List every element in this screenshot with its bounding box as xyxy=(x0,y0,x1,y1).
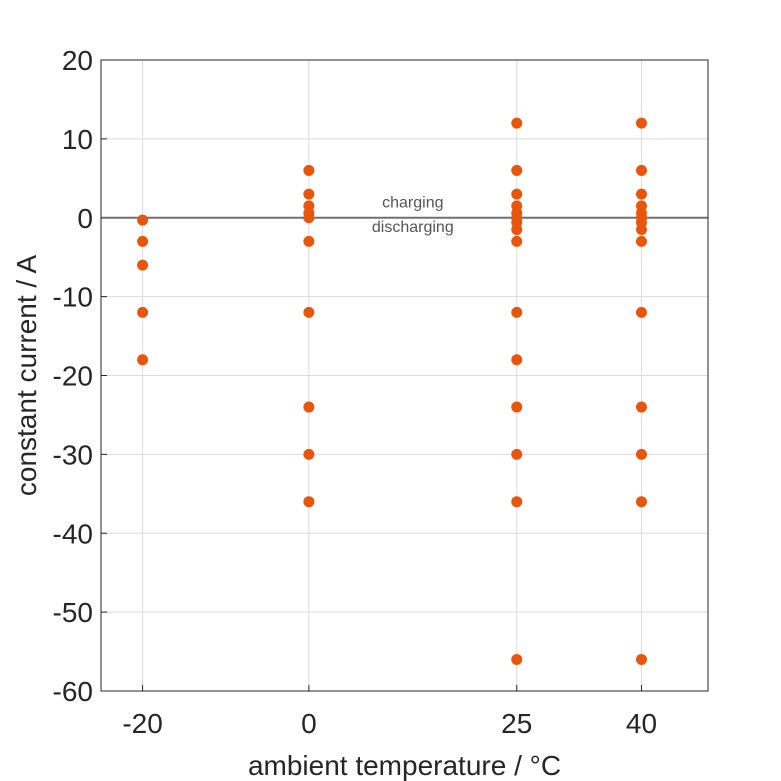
data-point xyxy=(511,653,523,665)
y-tick-label: 20 xyxy=(62,45,93,76)
data-point xyxy=(303,448,315,460)
data-point xyxy=(511,188,523,200)
data-point xyxy=(635,653,647,665)
data-point xyxy=(635,164,647,176)
data-point xyxy=(635,306,647,318)
data-point xyxy=(635,117,647,129)
data-point xyxy=(635,235,647,247)
x-axis-label: ambient temperature / °C xyxy=(248,750,561,781)
data-point xyxy=(635,188,647,200)
y-axis-label: constant current / A xyxy=(11,255,42,497)
data-point xyxy=(137,306,149,318)
data-point xyxy=(511,235,523,247)
data-point xyxy=(303,212,315,224)
y-tick-label: 10 xyxy=(62,124,93,155)
data-point xyxy=(511,306,523,318)
data-point xyxy=(137,354,149,366)
data-point xyxy=(303,496,315,508)
data-point xyxy=(303,401,315,413)
discharging-annotation: discharging xyxy=(372,219,454,236)
data-point xyxy=(137,259,149,271)
x-tick-labels: -20 0 25 40 xyxy=(122,708,657,739)
data-point xyxy=(511,164,523,176)
data-point xyxy=(511,117,523,129)
data-points xyxy=(137,117,647,665)
data-point xyxy=(511,448,523,460)
x-tick-label: 25 xyxy=(501,708,532,739)
y-tick-label: 0 xyxy=(77,203,93,234)
y-tick-label: -60 xyxy=(53,676,93,707)
data-point xyxy=(635,448,647,460)
data-point xyxy=(303,235,315,247)
data-point xyxy=(635,224,647,236)
annotations: charging discharging xyxy=(372,194,454,235)
data-point xyxy=(635,496,647,508)
plot-frame xyxy=(100,59,709,692)
y-tick-label: -20 xyxy=(53,361,93,392)
data-point xyxy=(511,401,523,413)
data-point xyxy=(303,164,315,176)
x-tick-label: 40 xyxy=(626,708,657,739)
x-tick-label: 0 xyxy=(301,708,317,739)
data-point xyxy=(303,306,315,318)
y-tick-label: -10 xyxy=(53,282,93,313)
x-tick-label: -20 xyxy=(122,708,162,739)
y-tick-label: -30 xyxy=(53,439,93,470)
charging-annotation: charging xyxy=(382,194,443,211)
data-point xyxy=(635,401,647,413)
data-point xyxy=(511,224,523,236)
grid xyxy=(101,59,708,692)
data-point xyxy=(303,188,315,200)
data-point xyxy=(511,354,523,366)
y-tick-labels: 20 10 0 -10 -20 -30 -40 -50 -60 xyxy=(53,45,93,707)
data-point xyxy=(511,496,523,508)
data-point xyxy=(137,235,149,247)
y-tick-label: -50 xyxy=(53,597,93,628)
y-tick-label: -40 xyxy=(53,518,93,549)
data-point xyxy=(137,214,149,226)
